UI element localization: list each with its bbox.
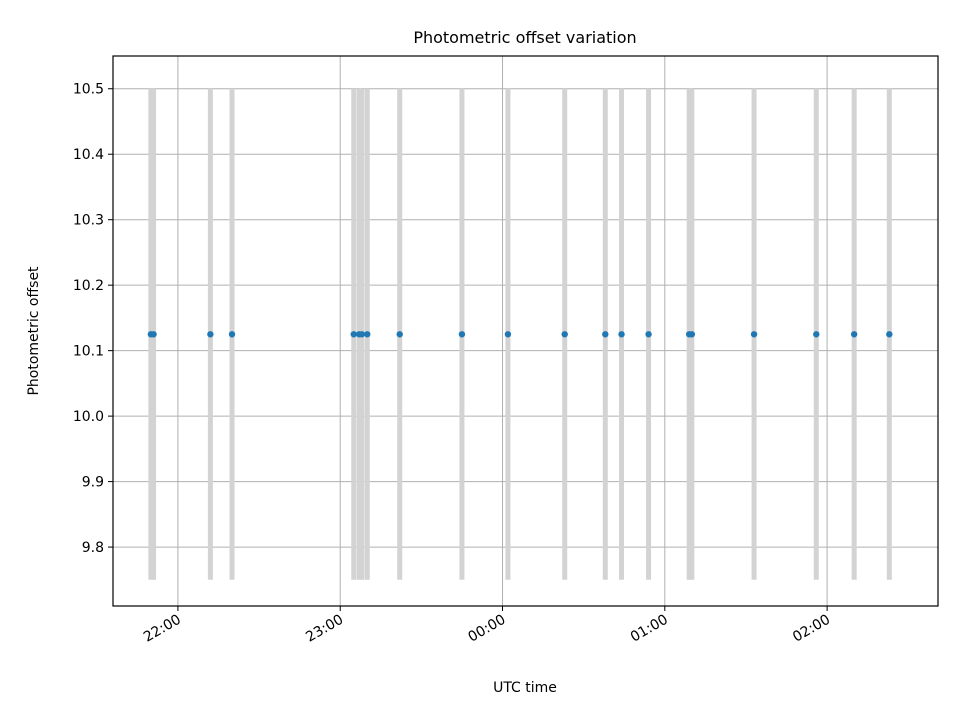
data-point bbox=[750, 331, 758, 338]
data-point bbox=[645, 331, 652, 338]
data-point bbox=[504, 331, 512, 338]
data-point bbox=[358, 331, 366, 338]
data-point bbox=[228, 331, 236, 338]
y-tick-label: 10.5 bbox=[73, 82, 104, 98]
x-axis-label: UTC time bbox=[493, 680, 557, 696]
y-tick-label: 10.4 bbox=[73, 147, 104, 163]
y-tick-label: 9.8 bbox=[82, 540, 104, 556]
y-tick-label: 10.3 bbox=[73, 213, 104, 229]
plot-frame bbox=[112, 55, 939, 607]
y-axis-ticks: 9.8 9.9 10.0 10.1 10.2 10.3 10.4 10.5 bbox=[73, 82, 113, 556]
y-tick-label: 9.9 bbox=[82, 475, 104, 491]
data-point bbox=[886, 331, 893, 338]
data-point bbox=[813, 331, 820, 338]
data-point bbox=[364, 331, 371, 338]
data-point bbox=[688, 331, 696, 338]
data-point bbox=[850, 331, 858, 338]
data-point bbox=[150, 331, 157, 338]
data-point bbox=[561, 331, 568, 338]
chart-title: Photometric offset variation bbox=[413, 28, 636, 47]
data-point bbox=[350, 331, 357, 338]
grid bbox=[113, 56, 938, 606]
data-point bbox=[396, 331, 403, 338]
y-tick-label: 10.0 bbox=[73, 409, 104, 425]
data-point bbox=[618, 331, 625, 338]
data-point bbox=[458, 331, 466, 338]
data-points bbox=[147, 331, 893, 338]
y-tick-label: 10.1 bbox=[73, 344, 104, 360]
y-axis-label: Photometric offset bbox=[26, 266, 42, 396]
data-point bbox=[602, 331, 609, 338]
data-point bbox=[207, 331, 214, 338]
y-tick-label: 10.2 bbox=[73, 278, 104, 294]
